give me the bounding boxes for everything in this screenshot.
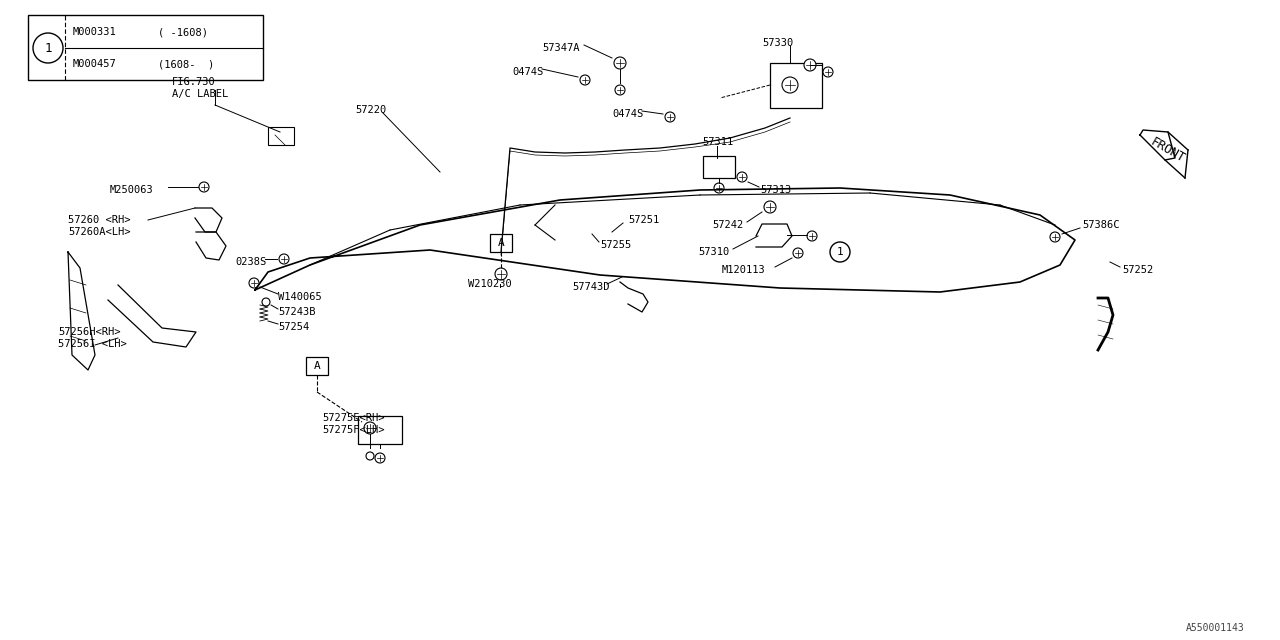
Text: W210230: W210230 xyxy=(468,279,512,289)
Text: 57743D: 57743D xyxy=(572,282,609,292)
Text: 57275E<RH>: 57275E<RH> xyxy=(323,413,384,423)
Text: 0238S: 0238S xyxy=(236,257,266,267)
Text: M000457: M000457 xyxy=(73,59,116,69)
Circle shape xyxy=(806,231,817,241)
Circle shape xyxy=(33,33,63,63)
Text: FRONT: FRONT xyxy=(1148,135,1187,165)
Text: A: A xyxy=(498,238,504,248)
Text: 57310: 57310 xyxy=(698,247,730,257)
Text: ( -1608): ( -1608) xyxy=(157,27,209,37)
Circle shape xyxy=(737,172,748,182)
Text: 1: 1 xyxy=(45,42,51,54)
Text: 57256I <LH>: 57256I <LH> xyxy=(58,339,127,349)
Text: 57255: 57255 xyxy=(600,240,631,250)
Text: 57243B: 57243B xyxy=(278,307,315,317)
Circle shape xyxy=(764,201,776,213)
Circle shape xyxy=(782,77,797,93)
Circle shape xyxy=(250,278,259,288)
Circle shape xyxy=(580,75,590,85)
Text: FIG.730: FIG.730 xyxy=(172,77,216,87)
Text: A/C LABEL: A/C LABEL xyxy=(172,89,228,99)
Text: W140065: W140065 xyxy=(278,292,321,302)
Text: 57313: 57313 xyxy=(760,185,791,195)
Circle shape xyxy=(198,182,209,192)
Text: 57252: 57252 xyxy=(1123,265,1153,275)
Text: 57275F<LH>: 57275F<LH> xyxy=(323,425,384,435)
Text: M250063: M250063 xyxy=(110,185,154,195)
Circle shape xyxy=(1050,232,1060,242)
Bar xyxy=(268,127,294,145)
Bar xyxy=(490,234,512,252)
Text: 57254: 57254 xyxy=(278,322,310,332)
Text: (1608-  ): (1608- ) xyxy=(157,59,214,69)
Bar xyxy=(28,15,262,80)
Text: 57347A: 57347A xyxy=(541,43,580,53)
Circle shape xyxy=(364,422,376,434)
Text: 57386C: 57386C xyxy=(1082,220,1120,230)
Bar xyxy=(358,416,402,444)
Circle shape xyxy=(666,112,675,122)
Circle shape xyxy=(262,298,270,306)
Circle shape xyxy=(829,242,850,262)
Text: 57260 <RH>: 57260 <RH> xyxy=(68,215,131,225)
Circle shape xyxy=(375,453,385,463)
Text: 0474S: 0474S xyxy=(512,67,543,77)
Circle shape xyxy=(794,248,803,258)
Text: 57251: 57251 xyxy=(628,215,659,225)
Circle shape xyxy=(804,59,817,71)
Text: 57260A<LH>: 57260A<LH> xyxy=(68,227,131,237)
Text: 57220: 57220 xyxy=(355,105,387,115)
Text: 57330: 57330 xyxy=(762,38,794,48)
Text: 57256H<RH>: 57256H<RH> xyxy=(58,327,120,337)
Circle shape xyxy=(279,254,289,264)
Text: 0474S: 0474S xyxy=(612,109,644,119)
Circle shape xyxy=(614,57,626,69)
Circle shape xyxy=(614,85,625,95)
Text: 1: 1 xyxy=(837,247,844,257)
Bar xyxy=(771,63,822,108)
Circle shape xyxy=(714,183,724,193)
Text: 57311: 57311 xyxy=(701,137,733,147)
Bar xyxy=(306,357,328,375)
Text: M000331: M000331 xyxy=(73,27,116,37)
Text: A: A xyxy=(314,361,320,371)
Text: M120113: M120113 xyxy=(722,265,765,275)
Circle shape xyxy=(366,452,374,460)
Circle shape xyxy=(495,268,507,280)
Bar xyxy=(703,156,735,178)
Text: A550001143: A550001143 xyxy=(1187,623,1245,633)
Text: 57242: 57242 xyxy=(712,220,744,230)
Circle shape xyxy=(823,67,833,77)
